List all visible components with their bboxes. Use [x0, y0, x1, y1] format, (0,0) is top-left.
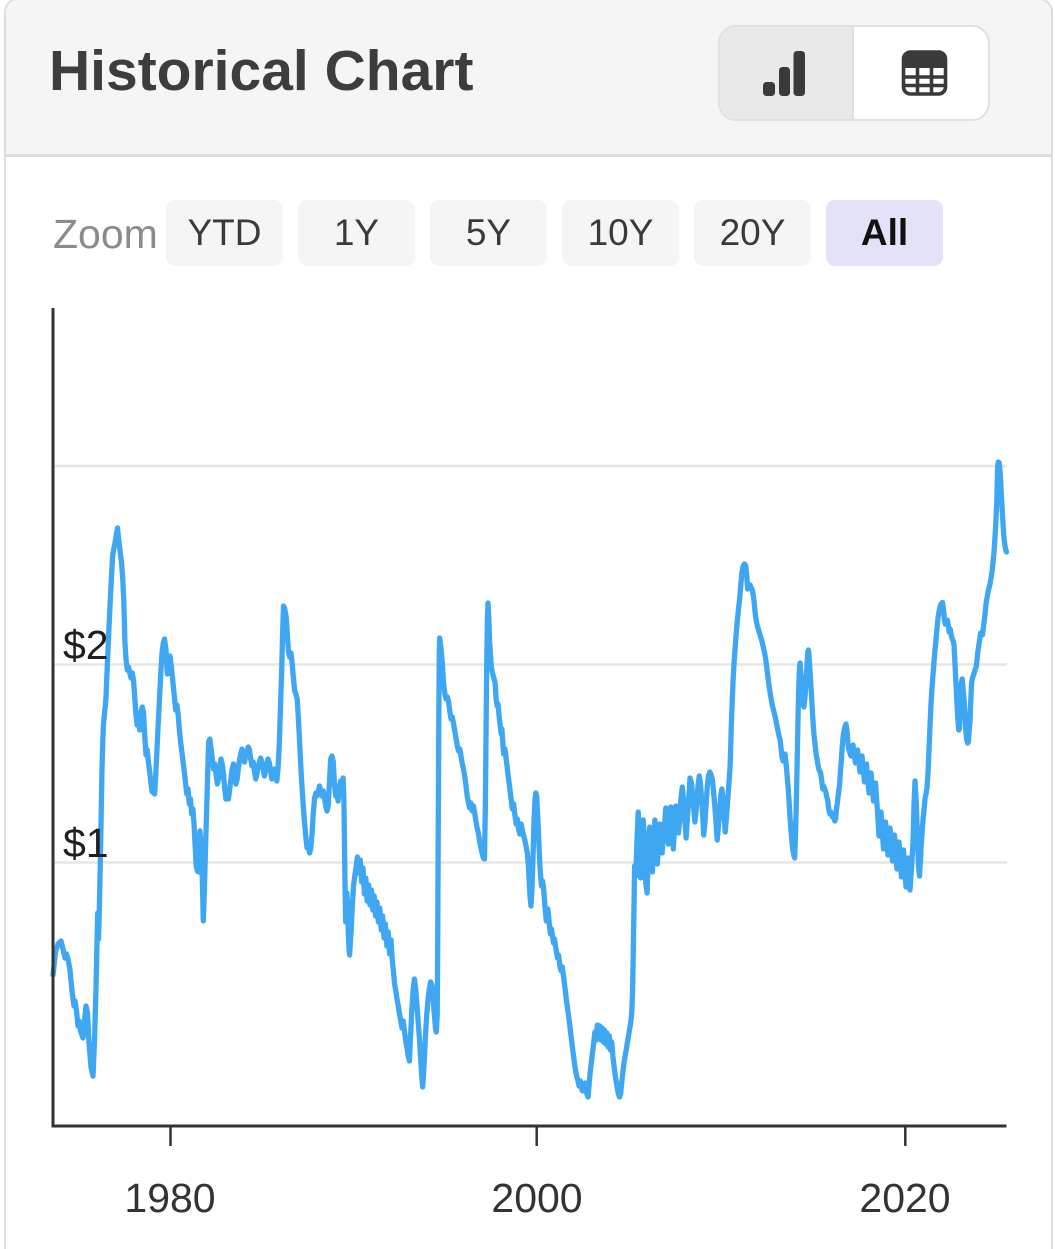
svg-text:2000: 2000 [491, 1175, 582, 1221]
svg-text:$1: $1 [63, 820, 109, 866]
svg-text:2020: 2020 [859, 1175, 950, 1221]
svg-text:$2: $2 [63, 622, 109, 668]
svg-text:1980: 1980 [124, 1175, 215, 1221]
